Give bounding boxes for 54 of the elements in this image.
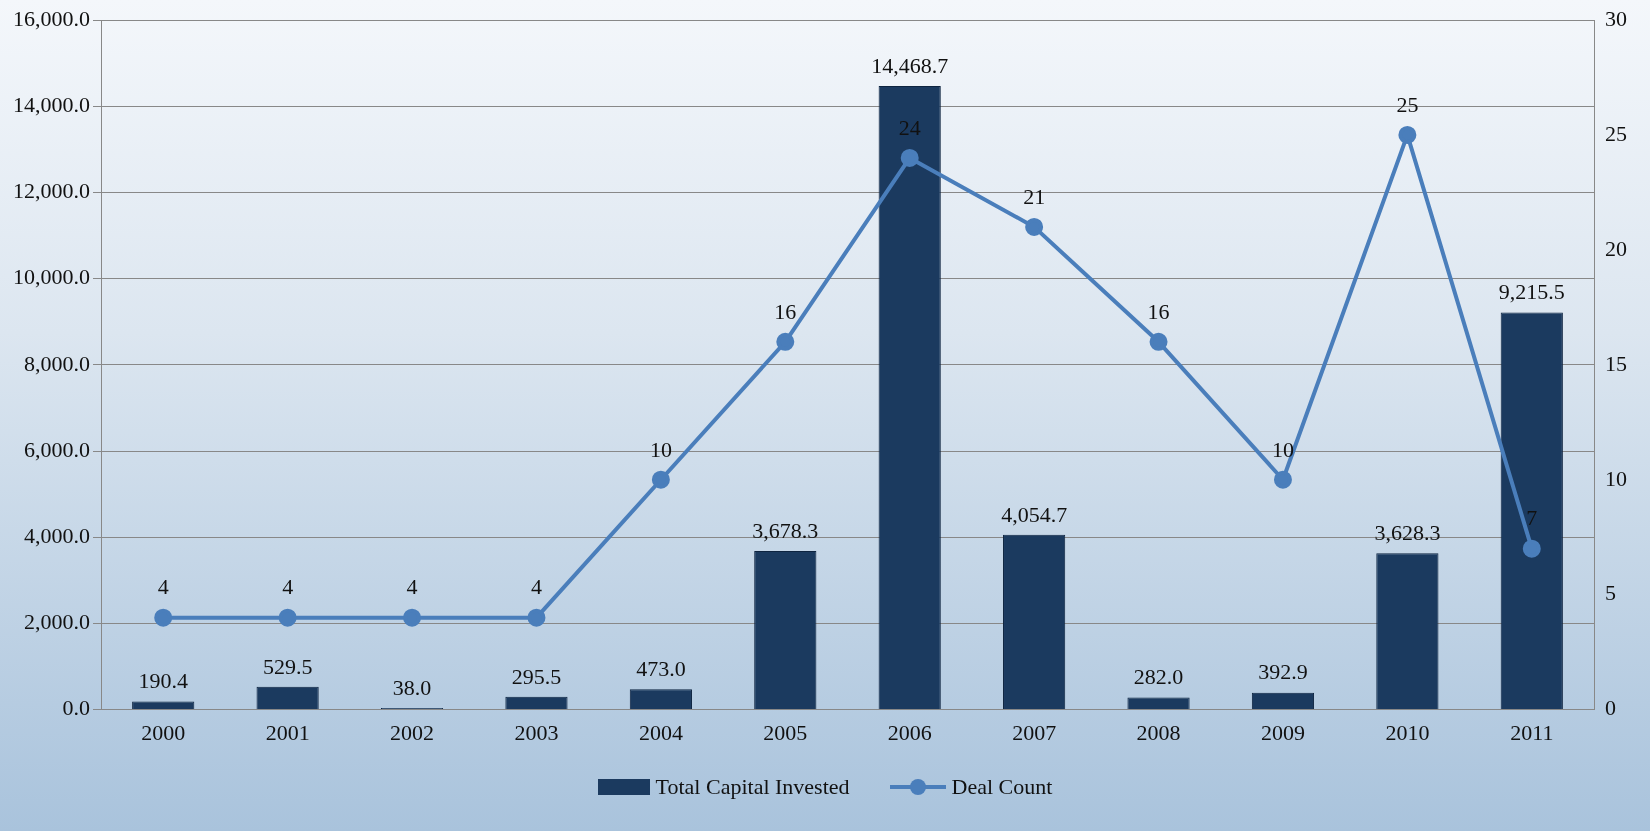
data-label: 21 — [1023, 183, 1046, 209]
data-label: 9,215.5 — [1498, 279, 1565, 305]
x-tick-label: 2011 — [1510, 719, 1554, 745]
y-tick-label: 10,000.0 — [13, 264, 90, 290]
data-label: 38.0 — [392, 674, 432, 700]
data-label: 392.9 — [1258, 659, 1308, 685]
data-label: 4 — [157, 574, 169, 600]
y-tick-label: 6,000.0 — [24, 436, 90, 462]
data-label: 4,054.7 — [1001, 501, 1068, 527]
y2-tick-label: 15 — [1605, 350, 1627, 376]
data-label: 14,468.7 — [871, 52, 949, 78]
x-tick-label: 2010 — [1385, 719, 1430, 745]
x-tick-label: 2004 — [638, 719, 683, 745]
x-tick-label: 2006 — [887, 719, 932, 745]
y-tick-label: 16,000.0 — [13, 5, 90, 31]
x-tick-label: 2002 — [390, 719, 435, 745]
y2-tick-label: 25 — [1605, 120, 1627, 146]
x-tick-label: 2007 — [1012, 719, 1057, 745]
x-tick-label: 2005 — [763, 719, 808, 745]
y2-tick-label: 20 — [1605, 235, 1627, 261]
data-label: 4 — [530, 574, 542, 600]
x-tick-label: 2001 — [265, 719, 310, 745]
data-label: 24 — [898, 114, 921, 140]
data-label: 190.4 — [138, 668, 188, 694]
y-tick-label: 12,000.0 — [13, 178, 90, 204]
y2-tick-label: 0 — [1605, 695, 1616, 721]
data-label: 295.5 — [511, 663, 562, 689]
data-label: 7 — [1526, 505, 1538, 531]
data-label: 10 — [1271, 436, 1294, 462]
y2-tick-label: 30 — [1605, 5, 1627, 31]
data-label: 25 — [1396, 91, 1419, 117]
x-tick-label: 2008 — [1136, 719, 1181, 745]
y-tick-label: 14,000.0 — [13, 91, 90, 117]
data-label: 4 — [406, 574, 418, 600]
y-tick-label: 8,000.0 — [24, 350, 90, 376]
data-label: 3,678.3 — [752, 517, 819, 543]
legend-label: Total Capital Invested — [655, 774, 850, 800]
y-tick-label: 0.0 — [62, 695, 90, 721]
data-label: 473.0 — [636, 655, 686, 681]
legend-label: Deal Count — [951, 774, 1053, 800]
data-label: 529.5 — [262, 653, 313, 679]
y2-tick-label: 5 — [1605, 580, 1616, 606]
data-label: 10 — [649, 436, 672, 462]
data-label: 16 — [774, 298, 797, 324]
y2-tick-label: 10 — [1605, 465, 1627, 491]
x-tick-label: 2003 — [514, 719, 559, 745]
y-tick-label: 4,000.0 — [24, 522, 90, 548]
data-label: 3,628.3 — [1374, 520, 1441, 545]
data-label: 16 — [1147, 298, 1170, 324]
x-tick-label: 2000 — [141, 719, 186, 745]
y-tick-label: 2,000.0 — [24, 609, 90, 635]
data-label: 282.0 — [1133, 664, 1184, 690]
data-label: 4 — [282, 574, 294, 600]
x-tick-label: 2009 — [1260, 719, 1305, 745]
